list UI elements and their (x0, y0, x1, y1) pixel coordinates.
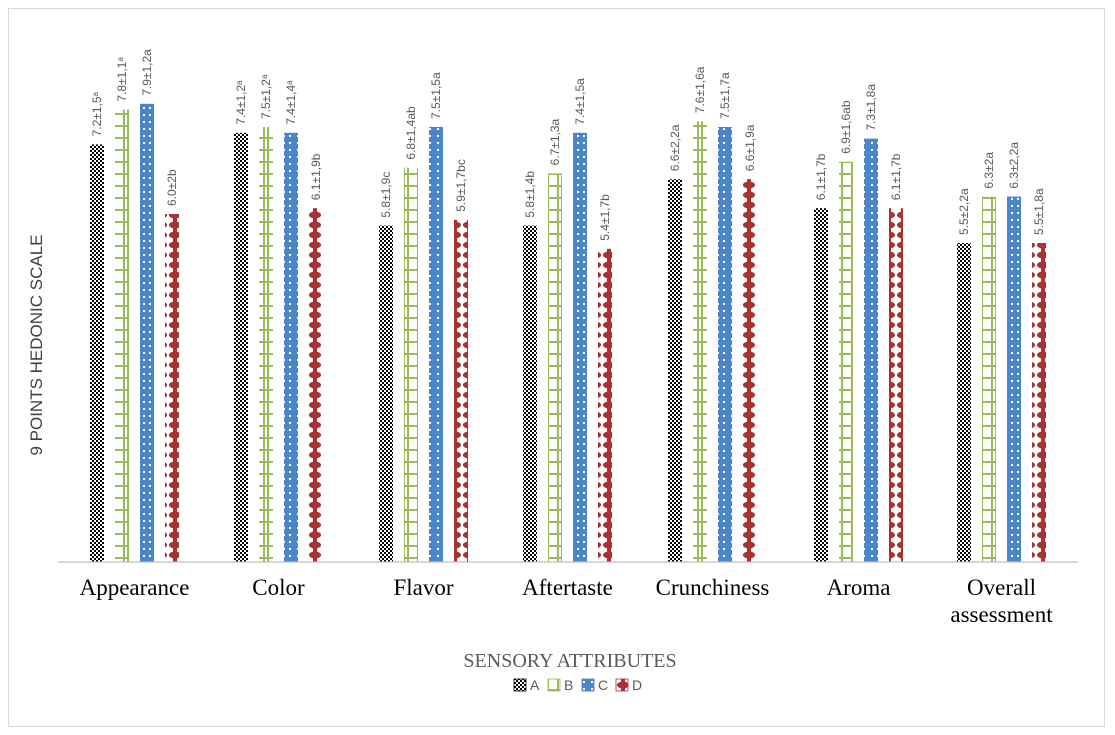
bar-a-crunchiness (668, 179, 682, 562)
bar-d-appearance (165, 214, 179, 562)
data-label-b-2: 6.8±1,4ab (404, 106, 418, 160)
bar-c-crunchiness (718, 127, 732, 562)
category-label-flavor: Flavor (393, 575, 453, 600)
data-label-d-5: 6.1±1,7b (889, 153, 903, 200)
legend-item-c: C (581, 677, 608, 693)
x-axis-title: SENSORY ATTRIBUTES (463, 650, 676, 672)
bar-d-color (309, 208, 323, 562)
bar-c-appearance (140, 103, 154, 563)
bar-b-aftertaste (548, 173, 562, 562)
data-label-b-3: 6.7±1,3a (548, 118, 562, 165)
bar-c-aftertaste (573, 132, 587, 563)
data-label-b-5: 6.9±1,6ab (839, 100, 853, 154)
bar-d-aftertaste (598, 248, 612, 563)
category-labels-layer: Appearance Color Flavor Aftertaste Crunchine… (80, 575, 1054, 627)
chart-frame (8, 8, 1105, 727)
bar-c-aroma (864, 138, 878, 562)
data-label-c-1: 7.4±1,4ᵃ (284, 80, 298, 125)
data-label-d-6: 5.5±1,8a (1032, 188, 1046, 235)
legend: A B C D (513, 677, 642, 693)
bar-a-flavor (379, 225, 393, 562)
data-label-c-5: 7.3±1,8a (864, 84, 878, 131)
bar-a-color (234, 132, 248, 563)
legend-label-d: D (632, 677, 642, 693)
data-label-b-0: 7.8±1,1ᵃ (115, 57, 129, 102)
category-label-aroma: Aroma (827, 575, 891, 600)
legend-item-a: A (513, 677, 540, 693)
data-label-a-6: 5.5±2,2a (957, 188, 971, 235)
bar-b-overall-assessment (982, 196, 996, 562)
data-label-b-1: 7.5±1,2ᵃ (259, 74, 273, 119)
bar-b-appearance (115, 109, 129, 562)
data-label-a-5: 6.1±1,7b (814, 153, 828, 200)
category-label-color: Color (252, 575, 305, 600)
bar-a-aroma (814, 208, 828, 562)
data-label-c-3: 7.4±1,5a (573, 78, 587, 125)
data-label-c-0: 7.9±1,2a (140, 49, 154, 96)
legend-swatch-a (513, 678, 527, 692)
legend-label-b: B (564, 677, 573, 693)
bar-b-flavor (404, 167, 418, 562)
legend-swatch-b (547, 678, 561, 692)
category-label-aftertaste: Aftertaste (522, 575, 613, 600)
legend-label-a: A (530, 677, 540, 693)
data-label-c-4: 7.5±1,7a (718, 72, 732, 119)
bar-b-color (259, 127, 273, 562)
data-label-c-2: 7.5±1,5a (429, 72, 443, 119)
data-label-a-0: 7.2±1,5ᵃ (90, 91, 104, 136)
bar-b-crunchiness (693, 121, 707, 562)
data-label-d-4: 6.6±1,9a (743, 124, 757, 171)
data-label-d-2: 5.9±1,7bc (454, 159, 468, 212)
data-label-a-1: 7.4±1,2ᵃ (234, 80, 248, 125)
bar-d-overall-assessment (1032, 243, 1046, 562)
data-label-b-4: 7.6±1,6a (693, 66, 707, 113)
data-label-a-3: 5.8±1,4b (523, 171, 537, 218)
bar-a-aftertaste (523, 225, 537, 562)
bar-c-flavor (429, 127, 443, 562)
bar-c-overall-assessment (1007, 196, 1021, 562)
bar-a-appearance (90, 144, 104, 562)
legend-item-b: B (547, 677, 573, 693)
y-axis-title: 9 POINTS HEDONIC SCALE (27, 234, 46, 455)
data-label-d-3: 5.4±1,7b (598, 194, 612, 241)
bar-d-crunchiness (743, 179, 757, 562)
bar-b-aroma (839, 161, 853, 563)
bar-d-aroma (889, 208, 903, 562)
bars-layer (90, 103, 1046, 563)
legend-swatch-c (581, 678, 595, 692)
bar-c-color (284, 132, 298, 563)
category-label-appearance: Appearance (80, 575, 190, 600)
data-labels-layer: 7.2±1,5ᵃ 7.4±1,2ᵃ 5.8±1,9c 5.8±1,4b 6.6±2,2a… (90, 49, 1046, 241)
data-label-b-6: 6.3±2a (982, 152, 996, 189)
data-label-d-0: 6.0±2b (165, 169, 179, 206)
bar-d-flavor (454, 219, 468, 563)
legend-swatch-d (615, 678, 629, 692)
data-label-c-6: 6.3±2,2a (1007, 142, 1021, 189)
legend-label-c: C (598, 677, 608, 693)
bar-a-overall-assessment (957, 243, 971, 562)
data-label-a-4: 6.6±2,2a (668, 124, 682, 171)
category-label-crunchiness: Crunchiness (656, 575, 770, 600)
data-label-a-2: 5.8±1,9c (379, 172, 393, 218)
legend-item-d: D (615, 677, 642, 693)
data-label-d-1: 6.1±1,9b (309, 153, 323, 200)
category-label-overall-assessment: Overall assessment (950, 575, 1053, 627)
